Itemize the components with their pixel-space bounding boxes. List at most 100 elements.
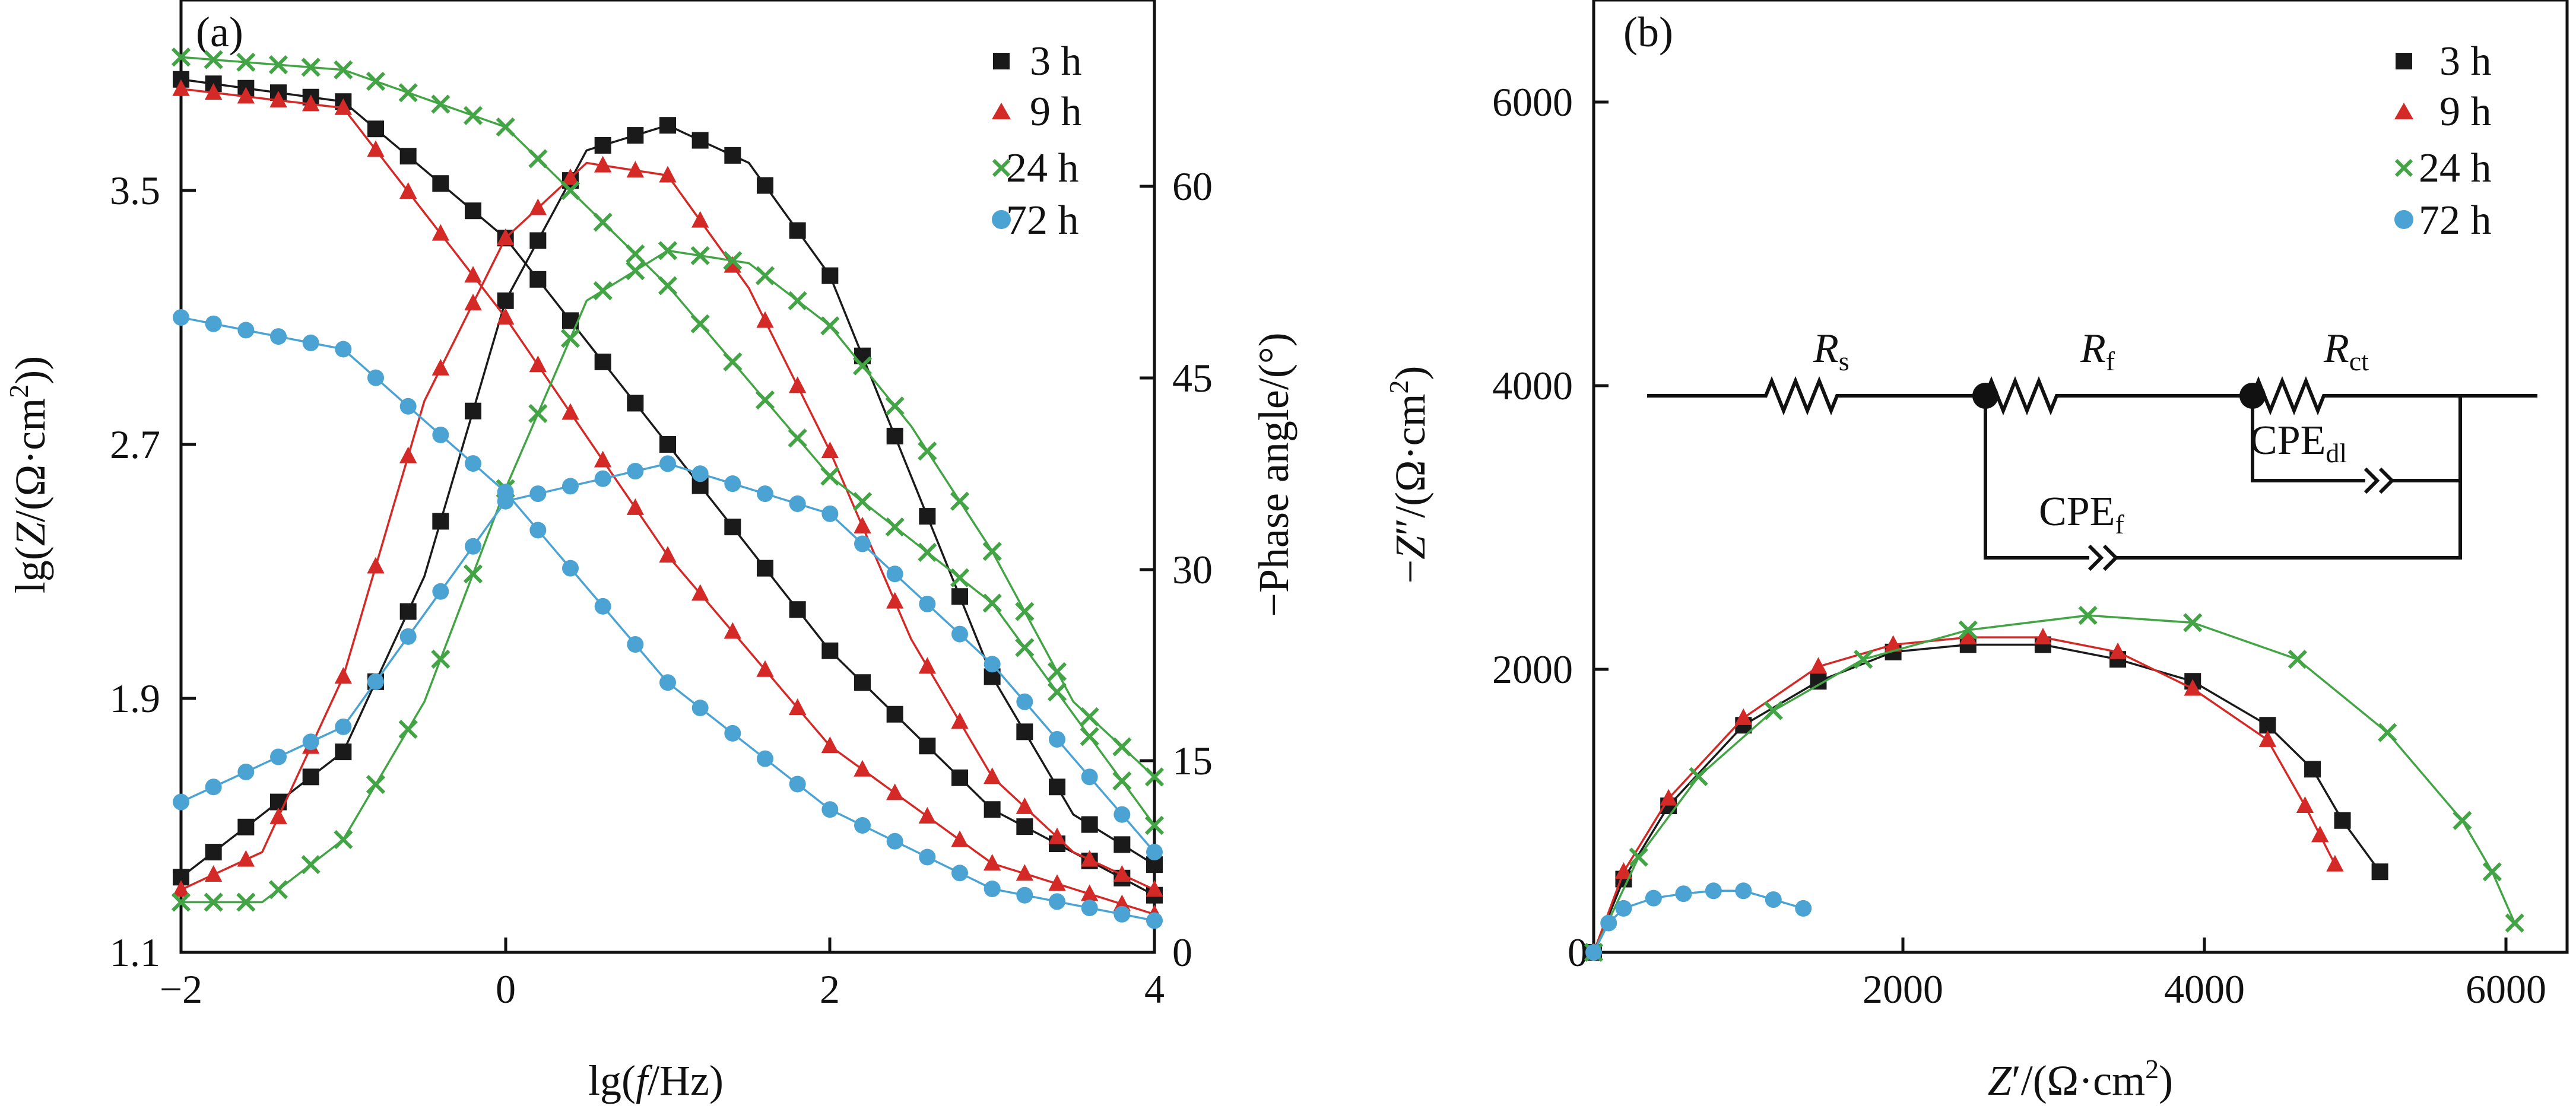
data-point: [302, 733, 319, 751]
data-point: [237, 818, 255, 835]
data-point: [2453, 811, 2472, 830]
data-point: [1016, 797, 1034, 814]
data-point: [852, 492, 873, 511]
circuit-label-cpe-dl: CPEdl: [2250, 418, 2347, 468]
data-point: [788, 698, 807, 715]
panel-a-ytick-label: 1.9: [110, 676, 160, 721]
legend-marker-circle: [2394, 210, 2413, 229]
data-point: [204, 865, 223, 882]
legend-marker-triangle: [992, 103, 1011, 119]
data-point: [204, 50, 223, 69]
panel-a-y2-axis-label: −Phase angle/(°): [1250, 332, 1297, 617]
legend-label: 72 h: [2419, 198, 2492, 243]
data-point: [560, 180, 580, 201]
legend-label: 24 h: [1006, 145, 1079, 191]
data-point: [886, 832, 903, 850]
data-point: [302, 768, 319, 786]
fit-line: [180, 161, 1155, 891]
data-point: [724, 724, 741, 742]
data-point: [821, 642, 839, 659]
panel-a-plot: [171, 47, 1165, 929]
data-point: [1629, 847, 1648, 867]
panel-a-y-axis-label: lg(Z/(Ω·cm2)): [4, 356, 54, 593]
data-point: [2326, 854, 2344, 872]
data-point: [852, 356, 873, 376]
data-point: [659, 117, 676, 134]
data-point: [1113, 836, 1131, 853]
data-point: [691, 132, 709, 149]
data-point: [561, 168, 579, 185]
data-point: [950, 568, 970, 587]
data-point: [205, 315, 222, 332]
panel-b-label: (b): [1623, 8, 1673, 56]
data-point: [2288, 650, 2307, 669]
data-point: [432, 358, 450, 376]
panel-a-frame: [179, 0, 1156, 954]
data-point: [398, 719, 418, 739]
legend-label: 3 h: [1030, 39, 1082, 84]
data-point: [1113, 806, 1131, 823]
data-point: [821, 736, 839, 754]
data-point: [1144, 767, 1165, 787]
data-point: [919, 508, 936, 525]
data-point: [788, 291, 807, 310]
data-point: [1144, 815, 1165, 835]
panel-b-xtick-label: 4000: [2164, 967, 2245, 1012]
data-point: [659, 674, 676, 691]
data-point: [173, 793, 189, 811]
circuit-node: [1972, 383, 1998, 409]
data-point: [335, 718, 352, 735]
data-point: [205, 778, 222, 796]
fit-line: [180, 462, 1156, 853]
data-point: [1080, 850, 1099, 867]
data-point: [984, 656, 1001, 673]
data-point: [463, 564, 483, 584]
data-point: [528, 149, 548, 169]
data-point: [237, 322, 255, 339]
data-point: [821, 267, 839, 284]
data-point: [1047, 662, 1067, 682]
panel-b-y-ticks: [1594, 100, 1609, 954]
data-point: [659, 436, 676, 453]
data-point: [691, 211, 709, 228]
data-point: [886, 565, 903, 583]
data-point: [529, 232, 547, 249]
data-point: [367, 120, 384, 138]
data-point: [951, 712, 969, 729]
data-point: [886, 592, 904, 609]
data-point: [1113, 905, 1131, 923]
data-point: [529, 198, 547, 215]
data-point: [626, 161, 645, 178]
data-point: [886, 427, 903, 444]
panel-b-x-ticks: [1901, 938, 2508, 952]
data-point: [593, 212, 613, 232]
data-point: [1615, 900, 1632, 917]
data-point: [562, 478, 579, 495]
data-point: [2311, 825, 2329, 843]
data-point: [1016, 818, 1033, 835]
data-point: [627, 127, 644, 144]
circuit-wire-cpe-dl: [2251, 396, 2462, 494]
data-point: [594, 450, 612, 468]
data-point: [627, 636, 644, 653]
data-point: [950, 491, 970, 511]
data-point: [626, 261, 645, 281]
data-point: [690, 314, 710, 333]
data-point: [626, 498, 645, 515]
data-point: [335, 743, 352, 761]
data-point: [2296, 796, 2314, 813]
series-72h: [1585, 882, 1812, 961]
panel-b-ytick-label: 6000: [1492, 80, 1573, 125]
data-point: [1016, 693, 1033, 710]
data-point: [1113, 894, 1131, 911]
panel-b-frame: [1592, 0, 2569, 954]
data-point: [237, 87, 255, 104]
data-point: [885, 396, 905, 416]
series-24h: [1584, 605, 2524, 962]
circuit-label-rf: Rf: [2080, 326, 2115, 376]
data-point: [820, 466, 840, 486]
panel-a-y2tick-label: 45: [1172, 355, 1213, 401]
data-point: [1959, 628, 1977, 645]
data-point: [1795, 900, 1812, 917]
data-point: [1080, 727, 1099, 746]
